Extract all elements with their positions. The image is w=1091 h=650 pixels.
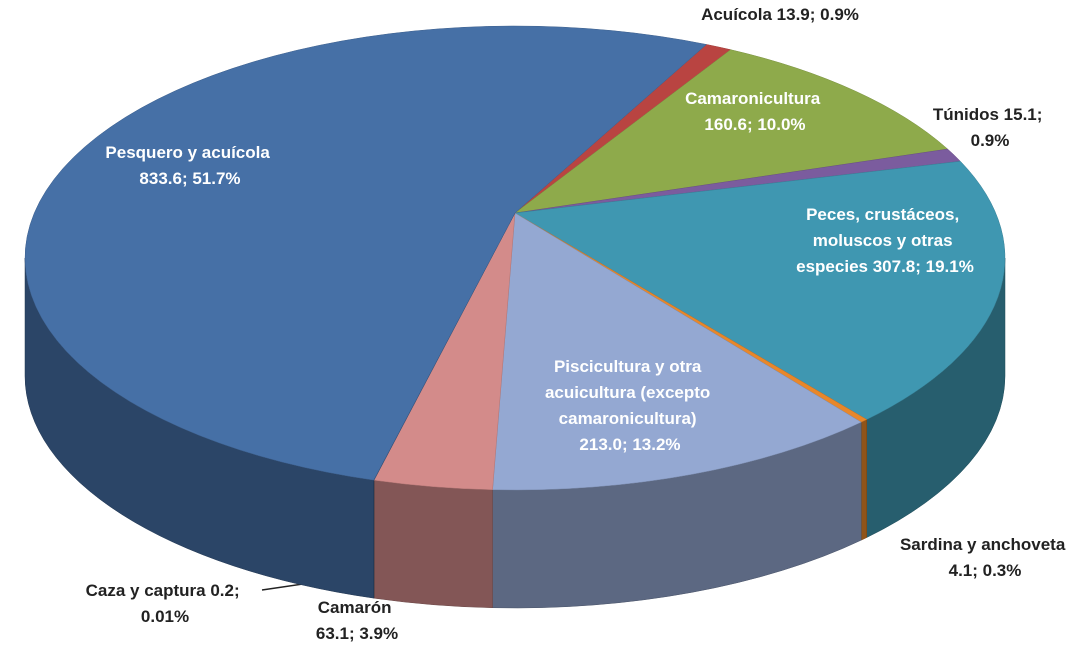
value-label: 833.6; 51.7%	[139, 169, 240, 188]
slice-label: Pesquero y acuícola 833.6; 51.7%	[105, 143, 274, 188]
slice-label: Acuícola 13.9; 0.9%	[701, 5, 859, 24]
category-label-line: Caza y captura	[86, 581, 207, 600]
category-label-line: moluscos y otras	[813, 231, 958, 250]
value-label-line: 15.1;	[1004, 105, 1047, 124]
category-label-line: Sardina y anchoveta	[900, 535, 1066, 554]
slice-label: Peces, crustáceos, moluscos y otras espe…	[796, 205, 974, 276]
slice-side	[373, 479, 493, 609]
category-label: Camaronicultura	[685, 89, 821, 108]
value-label: 307.8; 19.1%	[873, 257, 974, 276]
pie-sides	[24, 257, 1006, 609]
category-label: Túnidos	[933, 105, 999, 124]
value-label-line: 0.01%	[141, 607, 189, 626]
category-label: Camarón	[318, 598, 392, 617]
value-label-line: 833.6; 51.7%	[139, 169, 240, 188]
category-label: Piscicultura y otra acuicultura (excepto…	[545, 357, 715, 428]
category-label-line: Piscicultura y otra	[554, 357, 706, 376]
value-label-line: 63.1; 3.9%	[316, 624, 398, 643]
slice-label: Camaronicultura 160.6; 10.0%	[685, 89, 825, 134]
slice-label: Camarón 63.1; 3.9%	[316, 598, 398, 643]
slice	[514, 49, 949, 214]
pie-tops	[24, 25, 1006, 491]
category-label: Pesquero y acuícola	[105, 143, 270, 162]
value-label-line: 4.1; 0.3%	[949, 561, 1022, 580]
slice	[514, 161, 1006, 420]
category-label-line: Acuícola	[701, 5, 772, 24]
category-label-line: Pesquero y acuícola	[105, 143, 270, 162]
slice-label: Sardina y anchoveta 4.1; 0.3%	[900, 535, 1070, 580]
value-label-line: 160.6; 10.0%	[704, 115, 805, 134]
category-label-line: Camaronicultura	[685, 89, 821, 108]
category-label: Peces, crustáceos, moluscos y otras espe…	[796, 205, 964, 276]
value-label-line: 307.8; 19.1%	[873, 257, 974, 276]
value-label: 63.1; 3.9%	[316, 624, 398, 643]
value-label-line: 13.9; 0.9%	[777, 5, 859, 24]
value-label-line: 213.0; 13.2%	[579, 435, 680, 454]
value-label-line: 0.9%	[971, 131, 1010, 150]
slice-side	[860, 419, 867, 541]
value-label: 4.1; 0.3%	[949, 561, 1022, 580]
category-label-line: Peces, crustáceos,	[806, 205, 964, 224]
value-label: 13.9; 0.9%	[777, 5, 859, 24]
category-label: Acuícola	[701, 5, 772, 24]
value-label: 0.2; 0.01%	[141, 581, 244, 626]
value-label-line: 0.2;	[210, 581, 244, 600]
category-label-line: Túnidos	[933, 105, 999, 124]
category-label: Sardina y anchoveta	[900, 535, 1066, 554]
slice-label: Túnidos 15.1; 0.9%	[933, 105, 1047, 150]
slice-label: Caza y captura 0.2; 0.01%	[86, 581, 245, 626]
slice-label: Piscicultura y otra acuicultura (excepto…	[545, 357, 715, 454]
category-label-line: especies	[796, 257, 868, 276]
value-label: 160.6; 10.0%	[704, 115, 805, 134]
slice	[492, 212, 862, 491]
slice	[24, 25, 708, 481]
category-label-line: camaronicultura)	[559, 409, 697, 428]
category-label: Caza y captura	[86, 581, 207, 600]
category-label-line: Camarón	[318, 598, 392, 617]
value-label: 213.0; 13.2%	[579, 435, 680, 454]
value-label: 15.1; 0.9%	[971, 105, 1048, 150]
category-label-line: acuicultura (excepto	[545, 383, 715, 402]
